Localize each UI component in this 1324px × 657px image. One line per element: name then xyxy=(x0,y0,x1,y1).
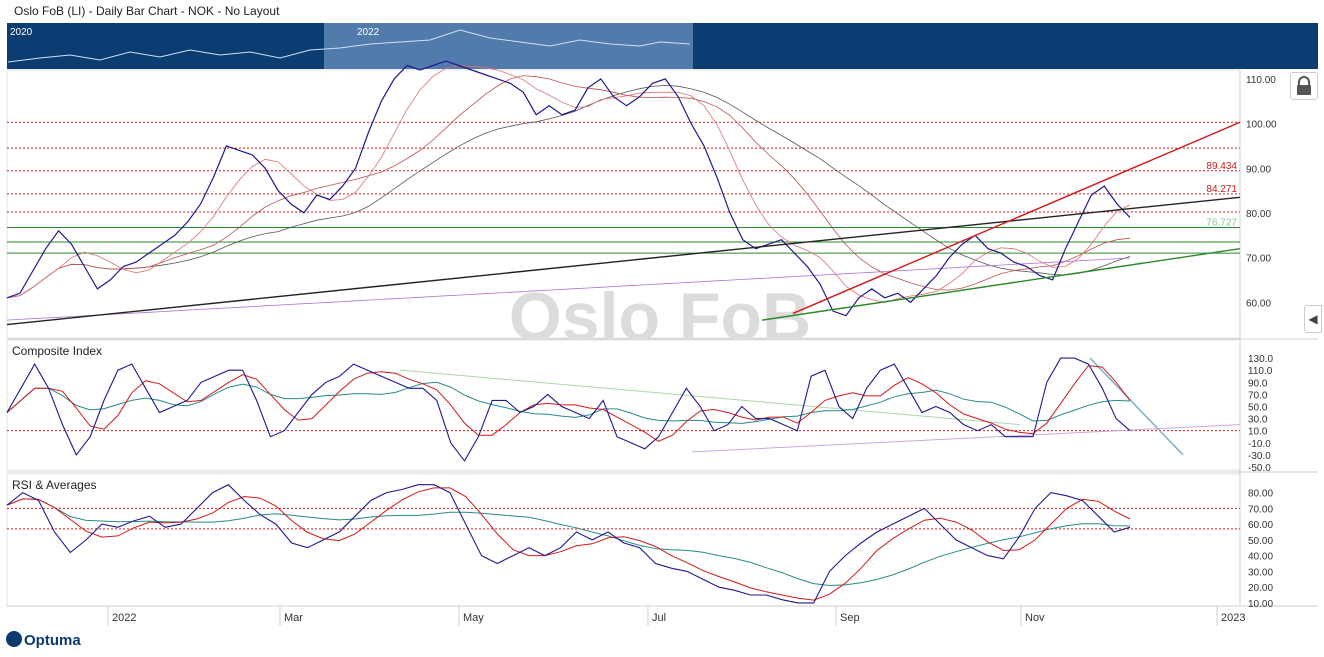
navigator-year-2020: 2020 xyxy=(10,27,33,38)
rsi-layer: 80.00 70.00 60.00 50.00 40.00 30.00 20.00 10.00 xyxy=(6,484,1273,610)
x-tick-label-2: May xyxy=(463,612,484,624)
price-tick-label-3: 80.00 xyxy=(1246,209,1271,220)
x-tick-label-4: Sep xyxy=(840,612,860,624)
composite-tick-label-1: 110.0 xyxy=(1248,366,1273,377)
green-trend-line xyxy=(761,247,1241,321)
level-annotation-1: 84.271 xyxy=(1206,184,1237,195)
rsi-tick-label-1: 70.00 xyxy=(1248,504,1273,515)
x-tick-label-0: 2022 xyxy=(112,612,136,624)
navigator-window[interactable] xyxy=(324,23,693,69)
optuma-logo-icon xyxy=(6,631,22,647)
lock-icon xyxy=(1297,76,1311,95)
brand-logo: Optuma xyxy=(6,631,81,649)
composite-tick-label-4: 50.0 xyxy=(1248,402,1268,413)
rsi-tick-label-2: 60.00 xyxy=(1248,520,1273,531)
composite-tick-label-0: 130.0 xyxy=(1248,354,1273,365)
red-trend-line xyxy=(792,121,1241,315)
composite-tick-label-3: 70.0 xyxy=(1248,390,1268,401)
chevron-left-icon: ◀ xyxy=(1308,312,1318,326)
x-tick-label-1: Mar xyxy=(284,612,303,624)
composite-index-line xyxy=(6,357,1131,462)
composite-average-fast xyxy=(6,365,1131,442)
moving-average-fast xyxy=(6,65,1131,303)
price-tick-label-1: 100.00 xyxy=(1246,120,1277,131)
watermark: Oslo FoB xyxy=(509,279,811,355)
price-tick-label-0: 110.00 xyxy=(1246,75,1276,86)
brand-name: Optuma xyxy=(24,632,81,649)
navigator-year-2022: 2022 xyxy=(357,27,380,38)
rsi-tick-label-5: 30.00 xyxy=(1248,567,1273,578)
rsi-tick-label-3: 50.00 xyxy=(1248,536,1273,547)
composite-tick-label-5: 30.0 xyxy=(1248,415,1268,426)
moving-average-slow xyxy=(6,84,1131,299)
price-tick-label-2: 90.00 xyxy=(1246,164,1271,175)
composite-average-slow xyxy=(6,381,1131,424)
x-tick-label-5: Nov xyxy=(1025,612,1045,624)
composite-tick-label-9: -50.0 xyxy=(1248,463,1271,474)
rsi-panel-title: RSI & Averages xyxy=(12,478,97,492)
moving-average-long xyxy=(6,257,1131,321)
rsi-line xyxy=(6,484,1131,604)
composite-panel xyxy=(6,339,1241,471)
rsi-tick-label-7: 10.00 xyxy=(1248,599,1273,610)
black-trend-line xyxy=(6,196,1241,326)
composite-tick-label-7: -10.0 xyxy=(1248,439,1271,450)
composite-blue-trend xyxy=(1089,357,1184,456)
x-tick-label-3: Jul xyxy=(652,612,666,624)
axis-layer: 2022 Mar May Jul Sep Nov 2023 xyxy=(107,606,1245,626)
moving-average-mid xyxy=(6,75,1131,299)
rsi-tick-label-6: 20.00 xyxy=(1248,583,1273,594)
rsi-tick-label-4: 40.00 xyxy=(1248,552,1273,563)
level-annotation-0: 89.434 xyxy=(1206,161,1237,172)
navigator-sparkline xyxy=(7,29,691,63)
composite-panel-title: Composite Index xyxy=(12,344,103,358)
composite-tick-label-8: -30.0 xyxy=(1248,451,1271,462)
composite-green-trend xyxy=(399,369,1021,426)
rsi-average-slow xyxy=(6,498,1131,587)
price-layer: 89.434 84.271 76.727 110.00 100.00 90.00 80.00… xyxy=(6,60,1277,326)
lock-button[interactable] xyxy=(1290,72,1318,100)
x-tick-label-6: 2023 xyxy=(1221,612,1245,624)
chart-title: Oslo FoB (LI) - Daily Bar Chart - NOK - … xyxy=(14,4,280,18)
composite-tick-label-2: 90.0 xyxy=(1248,378,1268,389)
collapse-panel-button[interactable]: ◀ xyxy=(1304,305,1322,333)
composite-purple-trend xyxy=(691,424,1241,453)
price-line xyxy=(6,60,1131,317)
level-annotation-2: 76.727 xyxy=(1206,218,1237,229)
rsi-tick-label-0: 80.00 xyxy=(1248,489,1273,500)
price-tick-label-4: 70.00 xyxy=(1246,254,1271,265)
composite-tick-label-6: 10.0 xyxy=(1248,427,1268,438)
rsi-average-fast xyxy=(6,487,1131,601)
price-tick-label-5: 60.00 xyxy=(1246,298,1271,309)
